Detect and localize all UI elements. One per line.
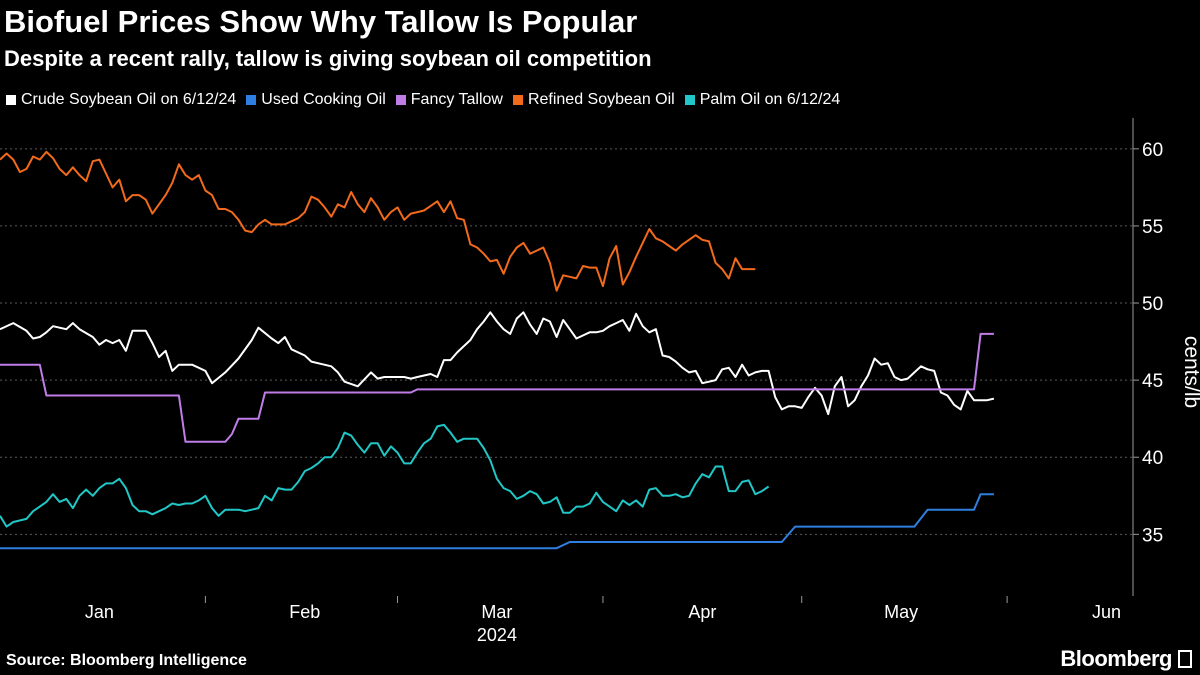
y-tick-label: 35 xyxy=(1142,525,1163,546)
legend-label: Refined Soybean Oil xyxy=(527,91,675,108)
x-tick-label: Mar xyxy=(481,602,512,622)
axis-layer: 35 40 45 50 55 60 cents/lb Jan Feb Mar Apr May Jun 20… xyxy=(85,118,1200,645)
legend-item-palm-oil: Palm Oil on 6/12/24 xyxy=(684,91,841,109)
series-line-used-cooking-oil xyxy=(0,493,994,550)
legend-label: Used Cooking Oil xyxy=(261,91,386,108)
legend-item-used-cooking-oil: Used Cooking Oil xyxy=(246,91,386,109)
x-tick-label: May xyxy=(884,602,918,622)
legend-swatch xyxy=(684,95,695,105)
y-axis-label: cents/lb xyxy=(1180,336,1200,408)
x-tick-label: Jun xyxy=(1092,602,1121,622)
series-line-refined-soybean-oil xyxy=(0,150,756,292)
x-axis-year-label: 2024 xyxy=(477,625,517,645)
series-line-crude-soybean-oil-on-6-12-24 xyxy=(0,311,995,416)
y-tick-label: 60 xyxy=(1142,140,1163,161)
series-line-fancy-tallow xyxy=(0,332,994,443)
brand-name: Bloomberg xyxy=(1060,646,1172,671)
chart-subtitle: Despite a recent rally, tallow is giving… xyxy=(4,46,652,71)
source-note: Source: Bloomberg Intelligence xyxy=(6,652,247,669)
legend-item-refined-soybean-oil: Refined Soybean Oil xyxy=(512,91,675,109)
y-tick-label: 55 xyxy=(1142,217,1163,238)
y-tick-label: 50 xyxy=(1142,294,1163,315)
legend-swatch xyxy=(395,95,406,105)
chart-legend: Crude Soybean Oil on 6/12/24 Used Cookin… xyxy=(6,91,840,109)
legend-swatch xyxy=(246,95,257,105)
x-tick-label: Feb xyxy=(289,602,320,622)
legend-swatch xyxy=(6,95,16,105)
legend-swatch xyxy=(512,95,523,105)
y-tick-label: 40 xyxy=(1142,448,1163,469)
legend-item-crude-soybean-oil: Crude Soybean Oil on 6/12/24 xyxy=(6,91,236,109)
series-layer xyxy=(0,150,995,550)
legend-label: Crude Soybean Oil on 6/12/24 xyxy=(21,91,237,108)
y-tick-label: 45 xyxy=(1142,371,1163,392)
grid-layer xyxy=(0,148,1133,535)
legend-label: Fancy Tallow xyxy=(410,91,503,108)
legend-label: Palm Oil on 6/12/24 xyxy=(699,91,841,108)
series-line-palm-oil-on-6-12-24 xyxy=(0,423,770,528)
legend-item-fancy-tallow: Fancy Tallow xyxy=(395,91,503,109)
x-tick-label: Apr xyxy=(688,602,716,622)
chart-title: Biofuel Prices Show Why Tallow Is Popula… xyxy=(4,4,638,39)
x-tick-label: Jan xyxy=(85,602,114,622)
brand-logo: Bloomberg xyxy=(1060,646,1192,672)
bloomberg-terminal-icon xyxy=(1178,650,1192,668)
